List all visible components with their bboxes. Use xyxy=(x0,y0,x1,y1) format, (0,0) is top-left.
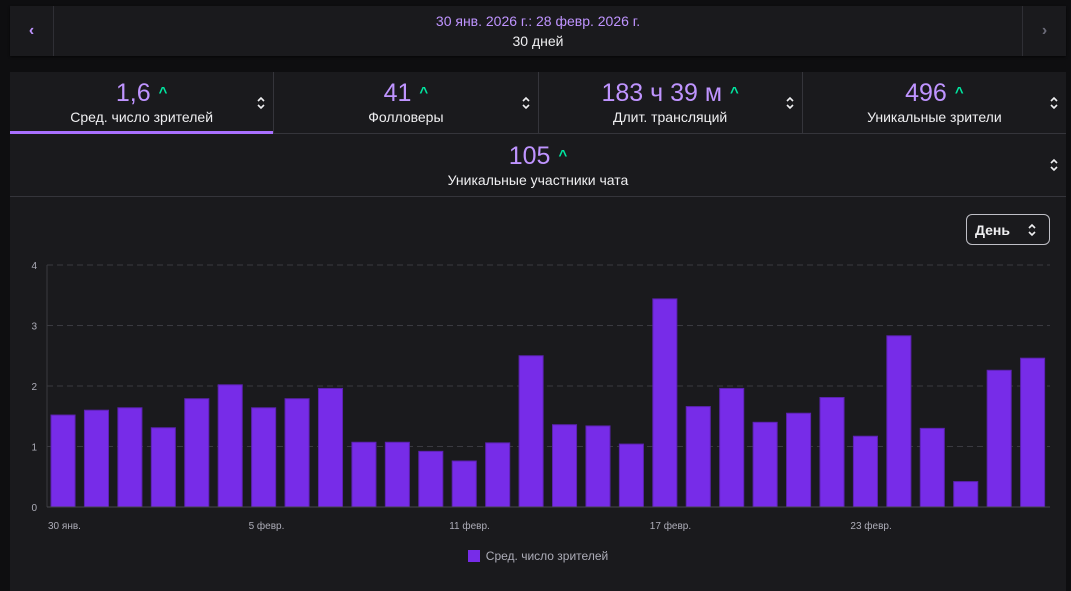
x-tick-label: 5 февр. xyxy=(249,520,285,532)
bar xyxy=(485,442,511,508)
bar xyxy=(786,412,812,508)
bar xyxy=(384,441,410,508)
bar xyxy=(184,398,210,508)
stat-tab-stream-duration[interactable]: 183 ч 39 м ^ Длит. трансляций xyxy=(539,72,803,133)
bar-chart: 0 1 2 3 4 30 янв. 5 февр. 11 февр. 17 февр. 23 фе… xyxy=(31,261,1050,532)
chevron-right-icon: › xyxy=(1041,22,1048,39)
bar xyxy=(317,387,344,508)
stat-label: Уникальные участники чата xyxy=(447,171,629,188)
stat-tab-unique-chatters[interactable]: 105 ^ Уникальные участники чата xyxy=(10,134,1066,196)
stat-label: Фолловеры xyxy=(368,109,444,125)
bar xyxy=(585,425,611,508)
stat-tabs-row: 1,6 ^ Сред. число зрителей 41 ^ Фолловер… xyxy=(10,72,1066,134)
bar xyxy=(819,396,845,508)
bar xyxy=(886,335,912,508)
trend-up-icon: ^ xyxy=(730,84,739,101)
stat-tab-followers[interactable]: 41 ^ Фолловеры xyxy=(274,72,539,133)
bar xyxy=(685,406,711,508)
legend-label: Сред. число зрителей xyxy=(485,549,609,563)
stat-value: 41 xyxy=(383,79,412,107)
next-period-button[interactable]: › xyxy=(1022,6,1066,56)
bar xyxy=(451,460,477,508)
trend-up-icon: ^ xyxy=(558,146,568,164)
bar xyxy=(351,441,377,508)
date-range-text: 30 янв. 2026 г.: 28 февр. 2026 г. xyxy=(435,13,641,29)
previous-period-button[interactable]: ‹ xyxy=(10,6,54,56)
stat-label: Длит. трансляций xyxy=(613,109,728,125)
bar xyxy=(83,409,110,508)
y-tick-label: 2 xyxy=(31,382,37,393)
stat-value: 496 xyxy=(905,79,947,107)
sort-stepper-icon[interactable] xyxy=(521,96,531,110)
bar xyxy=(986,369,1012,508)
x-tick-label: 30 янв. xyxy=(48,521,81,532)
stat-value: 183 ч 39 м xyxy=(601,79,723,107)
bar xyxy=(552,424,578,508)
bar xyxy=(618,443,644,508)
bar xyxy=(117,407,143,508)
trend-up-icon: ^ xyxy=(954,84,964,101)
bar xyxy=(652,298,678,508)
x-tick-label: 17 февр. xyxy=(650,520,691,532)
date-range-navigator: ‹ 30 янв. 2026 г.: 28 февр. 2026 г. 30 д… xyxy=(10,6,1066,56)
bar xyxy=(284,398,310,508)
sort-stepper-icon[interactable] xyxy=(785,96,795,110)
bar xyxy=(719,387,745,508)
sort-stepper-icon[interactable] xyxy=(1049,96,1059,110)
date-range-display: 30 янв. 2026 г.: 28 февр. 2026 г. 30 дне… xyxy=(54,6,1022,56)
chevron-left-icon: ‹ xyxy=(28,22,35,39)
bar xyxy=(50,414,76,508)
select-chevrons-icon xyxy=(1028,223,1036,236)
y-tick-label: 0 xyxy=(31,503,37,514)
stat-tab-avg-viewers[interactable]: 1,6 ^ Сред. число зрителей xyxy=(10,72,275,134)
bar xyxy=(852,435,878,508)
chart-area: День 0 1 2 3 4 30 янв. 5 февр. 11 февр. 17 февр.… xyxy=(10,197,1066,590)
bar xyxy=(953,481,979,508)
stat-tab-unique-viewers[interactable]: 496 ^ Уникальные зрители xyxy=(803,72,1066,133)
y-tick-label: 1 xyxy=(31,443,37,454)
x-tick-label: 11 февр. xyxy=(449,520,490,532)
stats-panel: 1,6 ^ Сред. число зрителей 41 ^ Фолловер… xyxy=(10,72,1066,591)
interval-select[interactable]: День xyxy=(966,214,1050,245)
y-tick-label: 4 xyxy=(31,261,37,272)
interval-select-value: День xyxy=(975,221,1010,238)
bar xyxy=(251,407,277,508)
date-days-count: 30 дней xyxy=(512,33,564,49)
stat-value: 1,6 xyxy=(115,79,151,107)
legend-swatch xyxy=(467,550,480,562)
bar xyxy=(1020,357,1046,508)
trend-up-icon: ^ xyxy=(158,84,168,101)
x-tick-label: 23 февр. xyxy=(850,520,891,532)
bar xyxy=(150,427,176,508)
stat-value: 105 xyxy=(508,141,551,170)
trend-up-icon: ^ xyxy=(419,84,429,101)
bar xyxy=(418,450,444,508)
stat-label: Уникальные зрители xyxy=(867,109,1002,125)
bar xyxy=(217,384,243,508)
bar xyxy=(752,421,778,508)
chart-legend: Сред. число зрителей xyxy=(10,549,1066,563)
stat-tabs-row-2: 105 ^ Уникальные участники чата xyxy=(10,134,1066,197)
sort-stepper-icon[interactable] xyxy=(256,96,266,110)
bar xyxy=(518,355,544,508)
stat-label: Сред. число зрителей xyxy=(70,109,214,125)
sort-stepper-icon[interactable] xyxy=(1049,158,1059,172)
y-tick-label: 3 xyxy=(31,322,37,333)
bar xyxy=(919,427,945,508)
